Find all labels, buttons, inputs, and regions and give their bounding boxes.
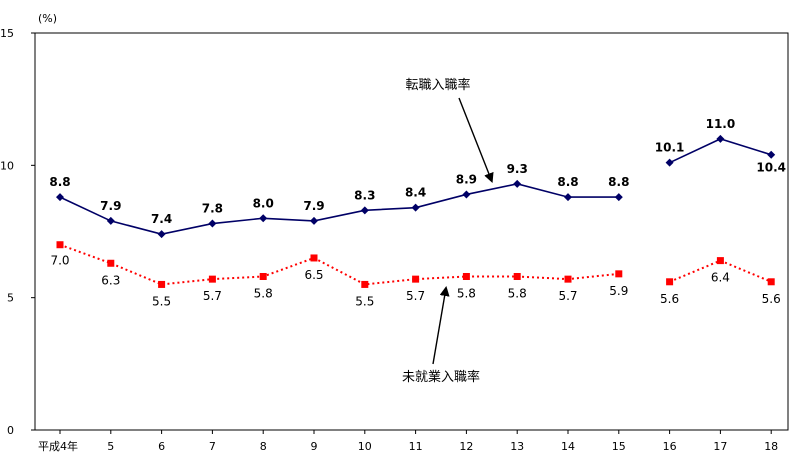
- series-1-point: [56, 241, 64, 249]
- series-0-data-label: 8.4: [405, 186, 426, 200]
- series-1-point: [564, 275, 572, 283]
- series-1-point: [462, 272, 470, 280]
- series-0-data-label: 8.0: [253, 196, 274, 210]
- series-1-data-label: 7.0: [50, 254, 69, 268]
- x-tick-label: 18: [764, 440, 778, 453]
- series-0-point: [716, 134, 725, 143]
- x-tick-label: 13: [510, 440, 524, 453]
- series-1-point: [412, 275, 420, 283]
- series-0-data-label: 8.8: [557, 175, 578, 189]
- series-1-line-segment-0: [59, 243, 619, 286]
- series-0-point: [411, 203, 420, 212]
- series-0-point: [462, 190, 471, 199]
- x-tick-label: 11: [409, 440, 423, 453]
- series-1-data-label: 5.8: [254, 286, 273, 300]
- x-tick-label: 9: [311, 440, 318, 453]
- x-tick-label: 12: [459, 440, 473, 453]
- series-0-point: [259, 214, 268, 223]
- series-1-data-label: 5.7: [406, 289, 425, 303]
- series-0-point: [564, 193, 572, 202]
- series-1-data-label: 5.9: [609, 284, 628, 298]
- annotation-label-tenshoku: 転職入職率: [405, 77, 470, 93]
- series-1-data-label: 5.8: [457, 286, 476, 300]
- series-0-data-label: 7.8: [202, 202, 223, 216]
- series-1-data-label: 6.3: [101, 273, 120, 287]
- series-0-point: [310, 216, 318, 225]
- series-1-point: [666, 278, 674, 286]
- series-0-data-label: 11.0: [706, 117, 736, 131]
- series-0-data-label: 7.9: [303, 199, 324, 213]
- series-1-data-label: 5.7: [203, 289, 222, 303]
- annotation-label-mishugyo: 未就業入職率: [402, 369, 480, 385]
- series-points: [56, 134, 776, 288]
- y-tick-label: 10: [0, 159, 14, 172]
- series-0-point: [106, 216, 115, 225]
- series-0-data-label: 8.8: [608, 175, 629, 189]
- series-1-point: [767, 278, 775, 286]
- series-1-point: [716, 257, 724, 265]
- x-tick-label: 17: [713, 440, 727, 453]
- plot-area: [34, 32, 789, 431]
- series-1-data-label: 6.5: [304, 268, 323, 282]
- series-1-point: [208, 275, 216, 283]
- annotation-arrow-mishugyo: [432, 286, 450, 365]
- series-1-data-label: 5.8: [508, 286, 527, 300]
- series-0-data-label: 10.1: [655, 141, 685, 155]
- x-tick-label: 7: [209, 440, 216, 453]
- x-tick-label: 10: [358, 440, 372, 453]
- annotation-arrow-tenshoku: [458, 97, 494, 184]
- series-0-data-label: 9.3: [507, 162, 528, 176]
- series-1-point: [513, 272, 521, 280]
- series-1-data-label: 5.6: [660, 292, 679, 306]
- series-0-data-label: 10.4: [756, 161, 786, 175]
- series-0-point: [360, 206, 369, 215]
- series-1-data-label: 5.7: [558, 289, 577, 303]
- x-tick-label: 5: [107, 440, 114, 453]
- y-tick-label: 5: [7, 292, 14, 305]
- axes: 0 5 10 15 平成4年 5 6 7 8 9 10 11 12 13 14 15 16 17 18: [0, 27, 789, 453]
- series-0-point: [614, 193, 623, 202]
- x-tick-label: 16: [663, 440, 677, 453]
- series-1-data-label: 5.5: [355, 294, 374, 308]
- series-1-point: [615, 270, 623, 278]
- y-tick-label: 15: [0, 27, 14, 40]
- series-0-line-segment-0: [59, 183, 619, 235]
- x-tick-label: 平成4年: [38, 439, 78, 453]
- series-1-point: [310, 254, 318, 262]
- series-0-point: [513, 179, 522, 188]
- series-0-point: [157, 230, 166, 239]
- series-0-point: [665, 158, 674, 167]
- x-tick-label: 6: [158, 440, 165, 453]
- data-labels: 8.8 7.9 7.4 7.8 8.0 7.9 8.3 8.4 8.9 9.3 8.8 8.8 10.1…: [49, 117, 786, 309]
- x-tick-label: 15: [612, 440, 626, 453]
- series-0-data-label: 8.9: [456, 172, 477, 186]
- series-1-point: [361, 280, 369, 288]
- series-0-data-label: 8.3: [354, 188, 375, 202]
- x-tick-label: 8: [260, 440, 267, 453]
- series-0-data-label: 8.8: [49, 175, 70, 189]
- series-0-data-label: 7.9: [100, 199, 121, 213]
- series-1-data-label: 5.6: [762, 292, 781, 306]
- series-1-point: [158, 280, 166, 288]
- x-tick-label: 14: [561, 440, 575, 453]
- series-1-point: [259, 272, 267, 280]
- series-0-point: [208, 219, 217, 228]
- series-1-data-label: 5.5: [152, 294, 171, 308]
- series-0-point: [767, 150, 776, 159]
- y-axis-unit: (%): [38, 12, 57, 25]
- series-1-data-label: 6.4: [711, 271, 730, 285]
- y-tick-label: 0: [7, 424, 14, 437]
- series-0-data-label: 7.4: [151, 212, 172, 226]
- series-0-point: [56, 193, 64, 202]
- series-1-point: [107, 259, 115, 267]
